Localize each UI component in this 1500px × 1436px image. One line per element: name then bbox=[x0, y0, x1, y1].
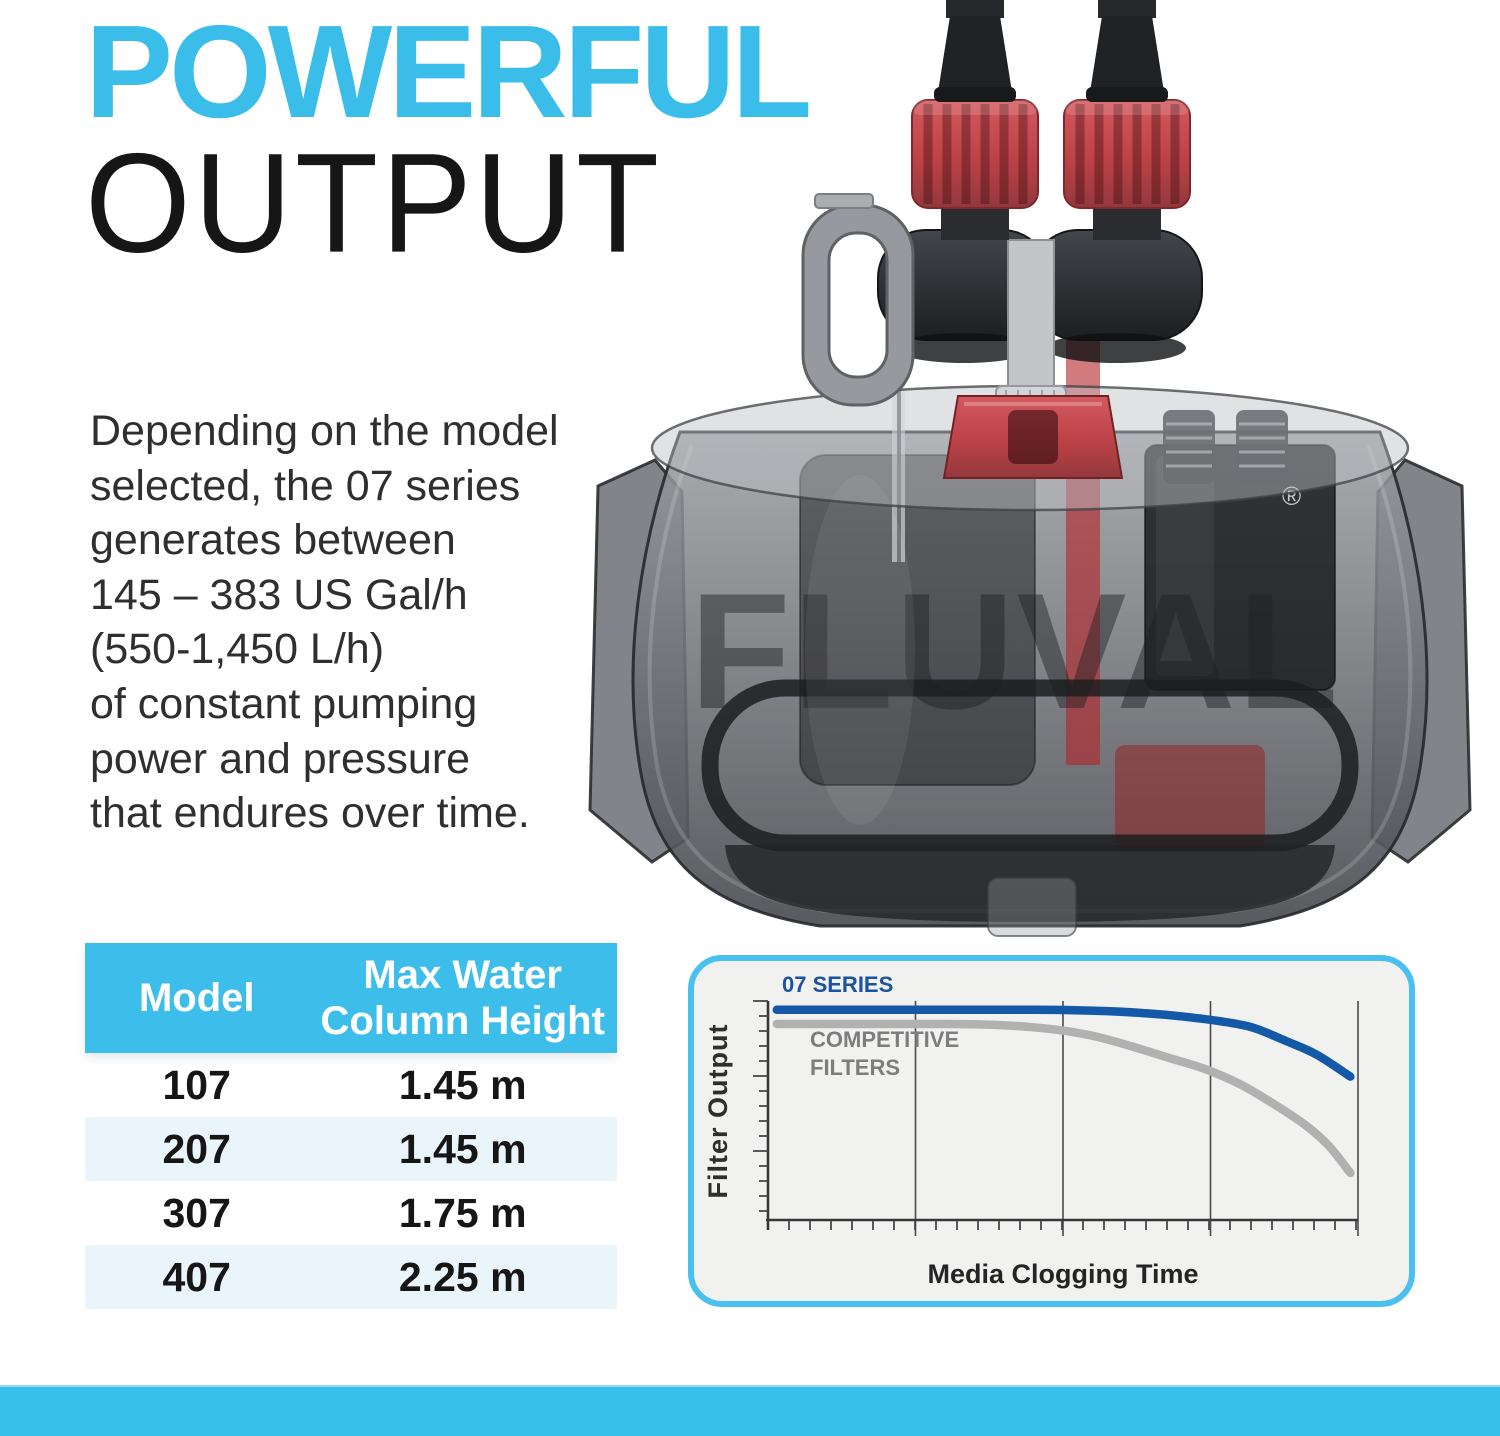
valve-neck-right bbox=[1093, 196, 1161, 240]
intake-tube-red bbox=[1066, 335, 1100, 765]
filter-lid-deck bbox=[650, 384, 1410, 512]
bottom-accent-bar bbox=[0, 1385, 1500, 1436]
hose-connector-right bbox=[1086, 0, 1168, 102]
knurled-nut-left bbox=[911, 99, 1039, 209]
valve-shadow-right bbox=[1046, 333, 1186, 363]
output-chart-panel: 07 SERIES COMPETITIVE FILTERS Filter Output… bbox=[688, 955, 1415, 1307]
motor-highlight bbox=[1156, 456, 1214, 676]
canister-internals: FLUVAL ® bbox=[690, 300, 1359, 922]
series-line-07-series bbox=[772, 1005, 1355, 1081]
gasket-ring bbox=[701, 679, 1359, 852]
spring-coil-right bbox=[1236, 410, 1288, 484]
x-axis-label: Media Clogging Time bbox=[927, 1259, 1198, 1289]
media-basket bbox=[799, 454, 1036, 786]
model-cell: 107 bbox=[162, 1061, 231, 1108]
center-bracket bbox=[1007, 239, 1055, 426]
max-height-cell: 1.45 m bbox=[398, 1061, 527, 1108]
table-row: 407 2.25 m bbox=[85, 1245, 617, 1309]
valve-head-assembly bbox=[801, 0, 1203, 479]
title-powerful: POWERFUL bbox=[85, 0, 812, 145]
base-band bbox=[725, 845, 1335, 922]
valve-barrel-left bbox=[877, 229, 1051, 341]
spec-table-header: Model Max Water Column Height bbox=[85, 943, 617, 1053]
max-height-cell: 1.75 m bbox=[398, 1189, 527, 1236]
y-axis-label: Filter Output bbox=[703, 1024, 733, 1199]
table-row: 207 1.45 m bbox=[85, 1117, 617, 1181]
table-row: 107 1.45 m bbox=[85, 1053, 617, 1117]
side-latch-wings bbox=[588, 458, 1472, 864]
description-paragraph: Depending on the model selected, the 07 … bbox=[90, 407, 559, 838]
impeller-shaft-core bbox=[897, 300, 901, 562]
max-height-cell: 1.45 m bbox=[398, 1125, 527, 1172]
hose-connector-left bbox=[934, 0, 1016, 102]
lock-clip-red bbox=[942, 395, 1124, 479]
series-label-07-series: 07 SERIES bbox=[782, 972, 893, 997]
title-output: OUTPUT bbox=[85, 123, 663, 282]
output-vs-clogging-chart: 07 SERIES COMPETITIVE FILTERS Filter Output… bbox=[703, 972, 1359, 1289]
canister-body bbox=[631, 430, 1429, 928]
header-max-water-column-height: Max Water Column Height bbox=[320, 953, 605, 1043]
pump-red-block bbox=[1115, 745, 1265, 850]
series-label-competitive: COMPETITIVE bbox=[810, 1027, 959, 1052]
valve-barrel-right bbox=[1029, 229, 1203, 341]
table-row: 307 1.75 m bbox=[85, 1181, 617, 1245]
knurled-nut-right bbox=[1063, 99, 1191, 209]
glass-highlight bbox=[647, 444, 1413, 913]
motor-block bbox=[1144, 444, 1336, 691]
bracket-ridges bbox=[995, 385, 1067, 423]
spring-coil-left bbox=[1163, 410, 1215, 484]
model-cell: 407 bbox=[162, 1253, 231, 1300]
registered-trademark: ® bbox=[1282, 481, 1301, 511]
aquastop-lever bbox=[801, 193, 915, 407]
model-cell: 307 bbox=[162, 1189, 231, 1236]
series-line-competitive-filters bbox=[772, 1019, 1355, 1178]
max-height-cell: 2.25 m bbox=[398, 1253, 527, 1300]
page-title: POWERFUL OUTPUT bbox=[85, 0, 812, 274]
header-model: Model bbox=[138, 976, 255, 1020]
bottom-clip-tab bbox=[987, 877, 1077, 937]
product-watermark: FLUVAL bbox=[690, 559, 1341, 743]
model-cell: 207 bbox=[162, 1125, 231, 1172]
spec-table-body: 107 1.45 m 207 1.45 m 307 1.75 m 407 2.25 m bbox=[85, 1053, 617, 1309]
sheen bbox=[805, 475, 915, 825]
valve-neck-left bbox=[941, 196, 1009, 240]
impeller-shaft bbox=[892, 300, 905, 562]
valve-shadow-left bbox=[894, 333, 1034, 363]
series-label-filters: FILTERS bbox=[810, 1055, 900, 1080]
